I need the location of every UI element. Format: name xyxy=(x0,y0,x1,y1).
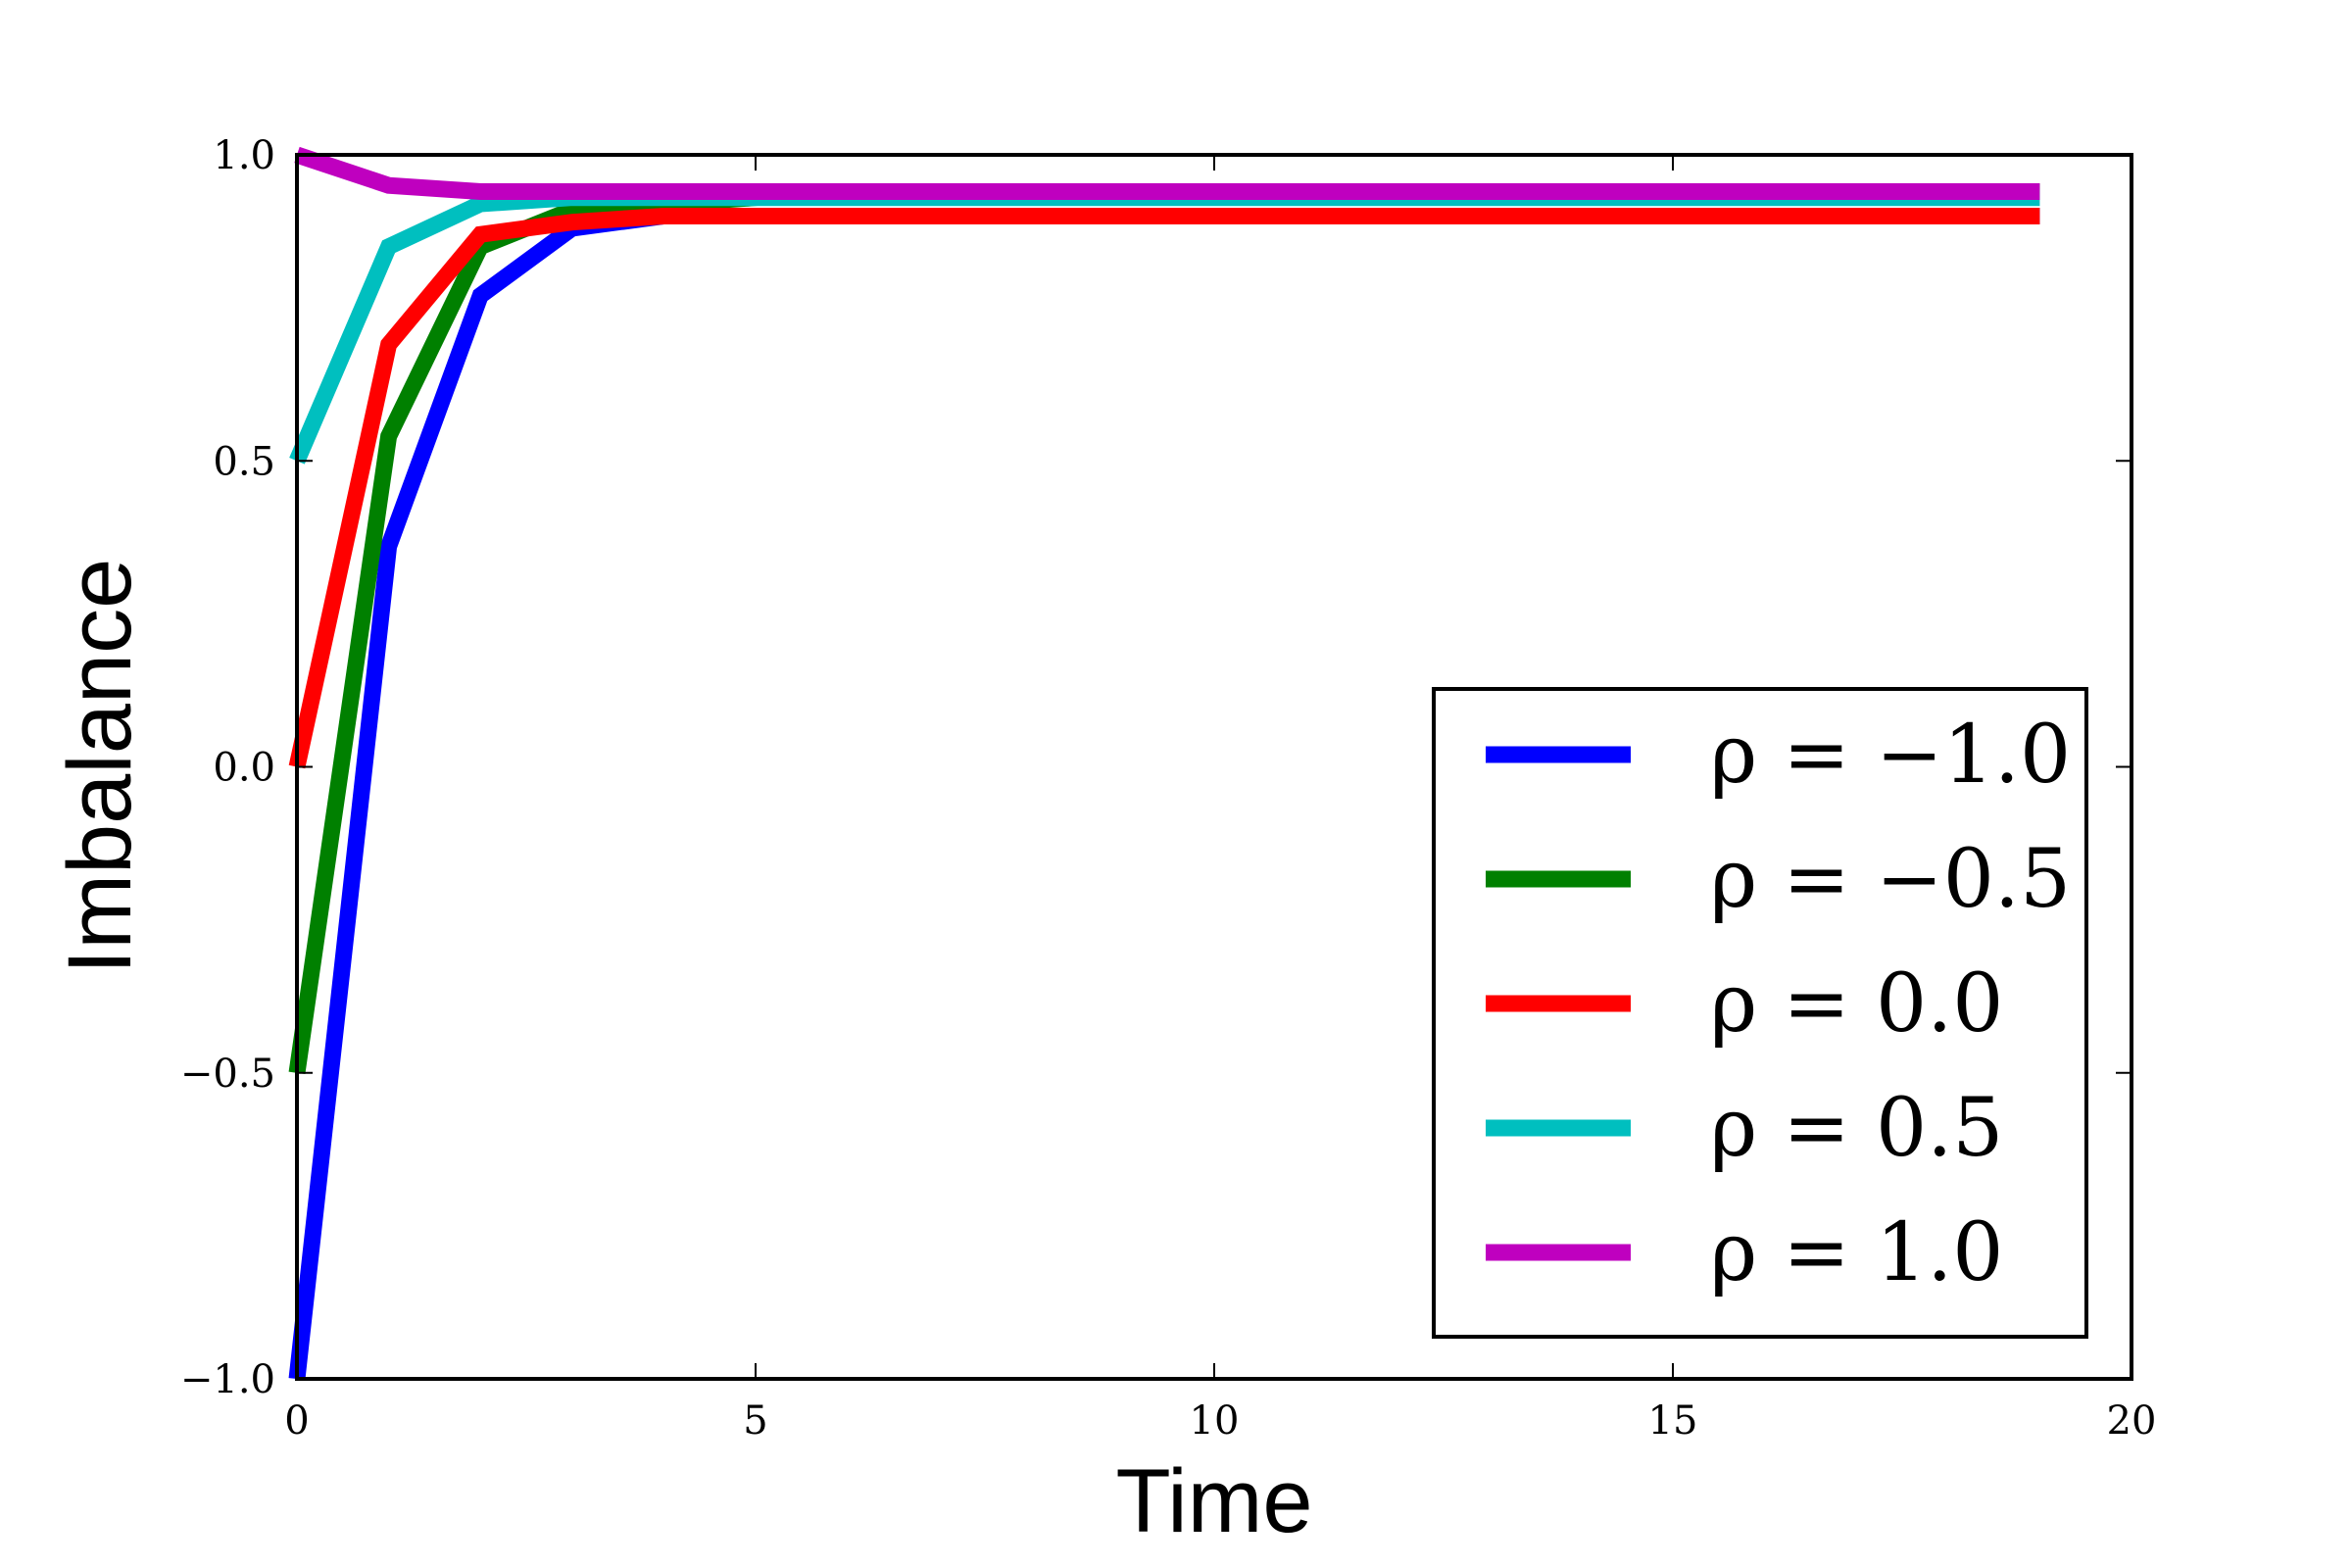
x-axis-label: Time xyxy=(1115,1451,1312,1551)
x-tick-label: 10 xyxy=(1190,1398,1240,1444)
y-axis-label: Imbalance xyxy=(50,559,150,974)
legend: ρ = −1.0 ρ = −0.5 ρ = 0.0 ρ = 0.5 ρ = 1.0 xyxy=(1432,687,2088,1339)
legend-label-0: ρ = −1.0 xyxy=(1710,709,2071,802)
series-line-2 xyxy=(288,208,2040,769)
y-tick-label: 0.5 xyxy=(213,439,275,484)
y-tick-label: 1.0 xyxy=(213,133,275,178)
x-tick-label: 0 xyxy=(284,1398,309,1444)
ticks-layer: 0 5 10 15 20 −1.0 −0.5 0.0 0.5 1.0 xyxy=(180,133,2157,1444)
y-tick-label: −0.5 xyxy=(180,1052,275,1097)
series-layer xyxy=(288,146,2040,1380)
legend-label-2: ρ = 0.0 xyxy=(1710,957,2003,1051)
legend-label-4: ρ = 1.0 xyxy=(1710,1206,2003,1299)
y-tick-label: −1.0 xyxy=(180,1357,275,1402)
x-tick-label: 15 xyxy=(1648,1398,1698,1444)
legend-label-1: ρ = −0.5 xyxy=(1710,833,2071,926)
y-tick-label: 0.0 xyxy=(213,746,275,791)
legend-label-3: ρ = 0.5 xyxy=(1710,1082,2003,1175)
series-line-4 xyxy=(294,146,2040,200)
x-tick-label: 20 xyxy=(2107,1398,2157,1444)
legend-frame xyxy=(1432,687,2088,1339)
x-tick-label: 5 xyxy=(743,1398,767,1444)
